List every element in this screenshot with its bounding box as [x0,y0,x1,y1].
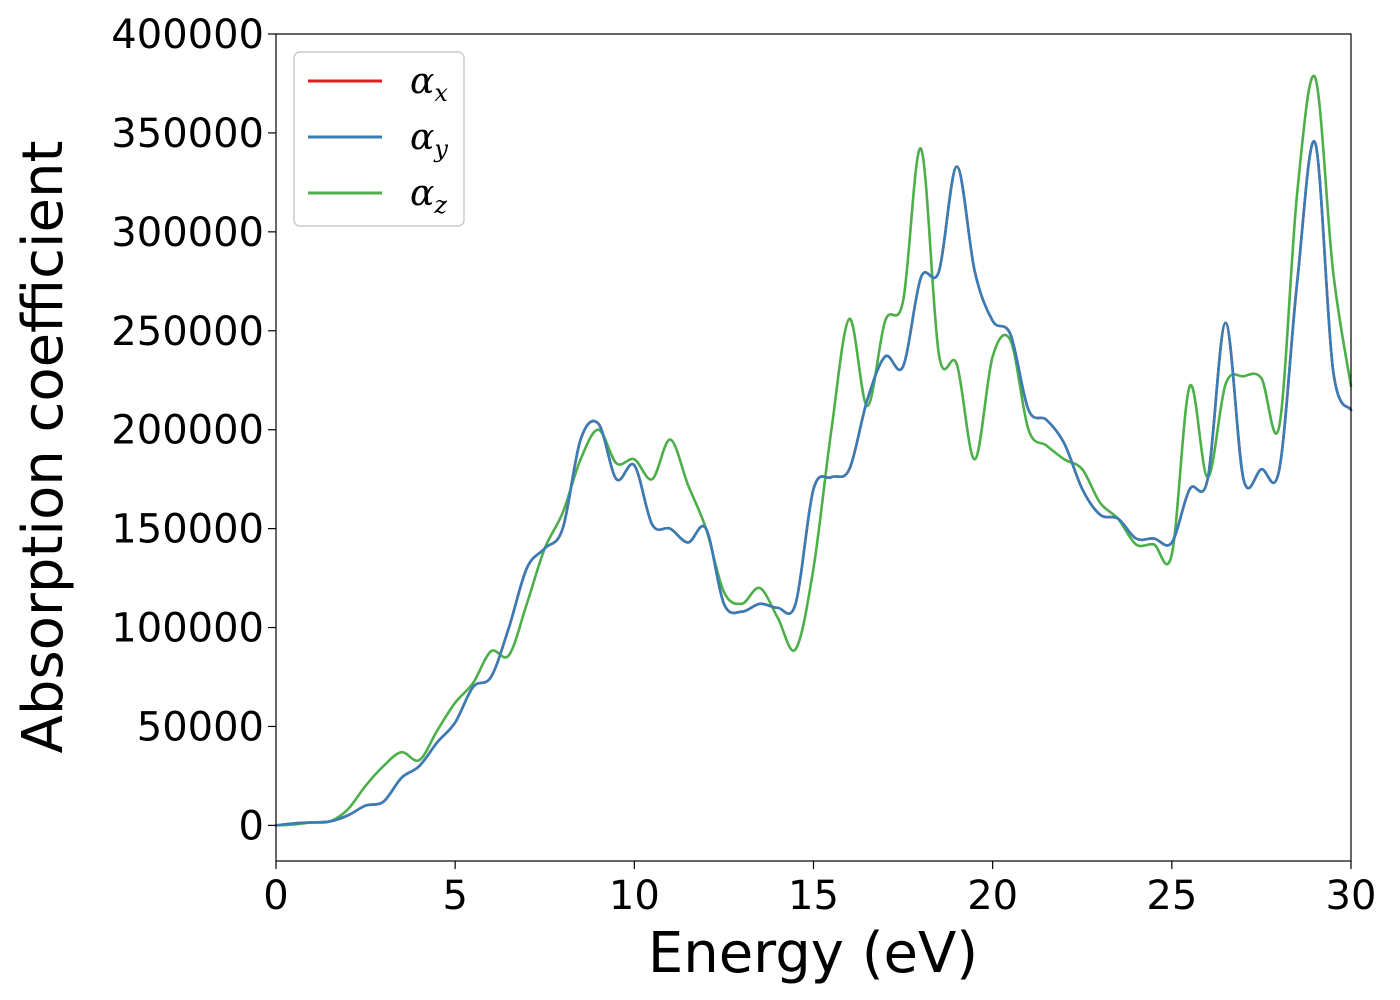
series-line-alpha-y [274,140,1353,827]
x-tick-label: 25 [1146,873,1197,919]
legend: αx αy αz [293,51,465,227]
x-tick-label: 10 [609,873,660,919]
y-tick-label: 250000 [111,309,264,355]
y-axis: 0 50000 100000 150000 200000 250000 300000 3500… [111,12,276,849]
y-tick-label: 0 [239,803,264,849]
legend-label-alpha-x: αx [410,61,448,107]
x-axis-label: Energy (eV) [648,921,978,986]
y-tick-label: 350000 [111,111,264,157]
series-layer [274,74,1353,827]
legend-frame [293,51,465,227]
y-tick-label: 200000 [111,408,264,454]
y-axis-label: Absorption coefficient [11,141,76,754]
y-tick-label: 100000 [111,606,264,652]
legend-label-alpha-y: αy [410,117,448,163]
y-tick-label: 400000 [111,12,264,58]
legend-label-alpha-z: αz [410,173,447,219]
x-tick-label: 0 [263,873,288,919]
x-tick-label: 30 [1326,873,1377,919]
x-tick-label: 20 [967,873,1018,919]
series-line-alpha-z [274,74,1353,827]
x-tick-label: 15 [788,873,839,919]
x-axis: 0 5 10 15 20 25 30 [263,861,1376,919]
x-tick-label: 5 [442,873,467,919]
y-tick-label: 50000 [137,704,264,750]
series-line-alpha-x [274,140,1353,827]
y-tick-label: 300000 [111,210,264,256]
y-tick-label: 150000 [111,507,264,553]
